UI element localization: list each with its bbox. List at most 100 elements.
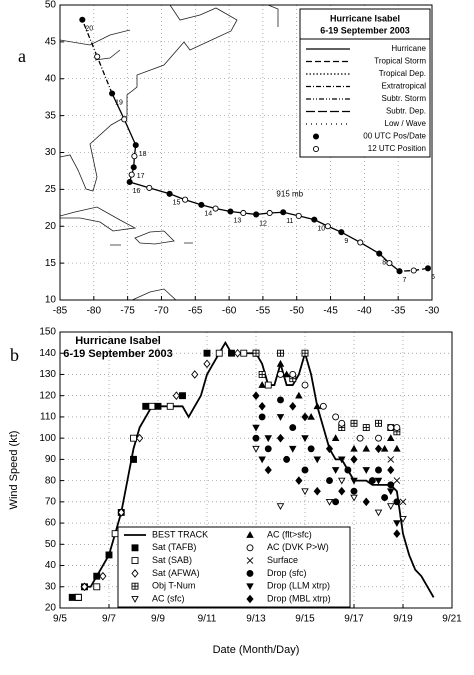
marker [240,349,248,357]
marker [410,267,417,274]
marker [295,391,303,399]
marker [154,402,162,410]
x-tick-label: -40 [357,306,372,317]
marker [130,455,137,463]
x-tick-label: -35 [391,306,406,317]
marker [338,486,346,496]
legend-label: BEST TRACK [152,529,208,539]
y-tick-label: 80 [45,475,57,486]
marker [324,223,331,230]
marker [131,569,139,578]
marker [301,381,309,389]
marker [288,445,297,453]
marker [258,402,266,411]
marker [362,444,371,452]
y-tick-label: 110 [40,412,56,423]
date-label: 20 [85,26,93,33]
marker [325,444,334,454]
marker [203,359,211,369]
y-tick-label: 35 [45,110,57,121]
marker [252,445,260,453]
marker [128,171,135,178]
marker [338,229,345,236]
x-tick-label: -65 [188,306,203,317]
x-tick-label: -85 [53,306,68,317]
x-tick-label: -70 [154,306,169,317]
marker [182,196,189,203]
marker [307,445,315,453]
x-tick-label: 9/15 [295,614,315,625]
marker [312,146,320,152]
date-label: 12 [259,220,267,227]
date-label: 18 [139,151,147,158]
date-label: 17 [137,173,145,180]
marker [276,414,285,421]
track-line [81,19,113,94]
marker [172,391,180,400]
marker [126,179,133,185]
marker [258,456,266,464]
marker [362,467,371,474]
marker [362,497,370,507]
panel-label: b [10,345,19,365]
x-tick-label: -60 [222,306,237,317]
marker [393,424,401,431]
chart-title: Hurricane Isabel [75,335,161,347]
marker [393,444,401,452]
marker [319,402,327,410]
y-tick-label: 50 [45,539,57,550]
marker [252,424,260,432]
x-tick-label: 9/5 [53,614,67,625]
y-tick-label: 100 [39,433,56,444]
marker [337,477,346,485]
marker [280,209,287,216]
marker [387,481,395,489]
marker [93,583,101,591]
legend-label: Drop (LLM xtrp) [267,581,330,591]
y-tick-label: 40 [45,560,57,571]
legend-label: Sat (SAB) [152,555,192,565]
marker [332,498,340,506]
marker [246,594,254,604]
y-axis-label: Wind Speed (kt) [8,431,20,510]
marker [246,531,254,538]
marker [374,444,383,454]
x-tick-label: -45 [323,306,338,317]
marker [276,503,285,511]
marker [387,465,395,475]
marker [381,494,389,501]
marker [264,465,272,475]
marker [105,551,113,559]
marker [295,212,302,219]
marker [295,476,303,485]
marker [277,396,284,404]
legend-label: AC (sfc) [152,593,185,603]
marker [131,544,139,552]
y-tick-label: 30 [45,147,57,158]
marker [131,596,139,603]
marker [228,349,235,357]
marker [111,530,119,538]
x-tick-label: 9/13 [246,614,266,625]
y-tick-label: 60 [45,518,57,529]
marker [301,488,309,496]
y-tick-label: 45 [45,37,57,48]
marker [240,209,247,216]
y-tick-label: 50 [45,0,57,11]
marker [380,444,389,452]
marker [368,477,376,484]
marker [246,570,254,577]
legend-label: Hurricane [391,44,426,53]
marker [109,90,116,97]
marker [253,211,260,218]
coastline [60,5,279,61]
coastlines [60,5,279,300]
marker [258,413,266,421]
y-tick-label: 140 [39,348,56,359]
marker [301,466,309,474]
marker [375,434,382,442]
legend-label: Tropical Storm [374,57,426,66]
legend-label: Drop (MBL xtrp) [267,593,331,603]
marker [338,419,346,427]
x-tick-label: -75 [120,306,135,317]
